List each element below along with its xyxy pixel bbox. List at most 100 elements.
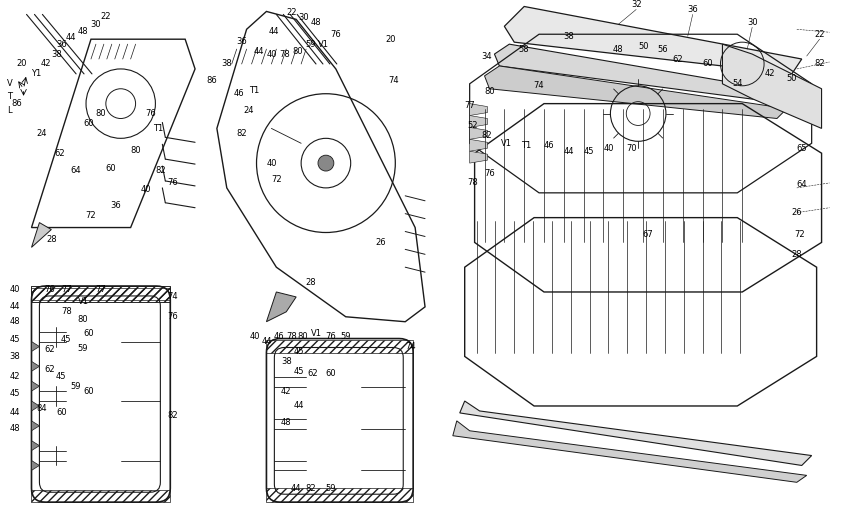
- Text: 26: 26: [791, 208, 802, 217]
- Bar: [266, 340, 413, 353]
- Text: 82: 82: [481, 131, 492, 140]
- Text: 76: 76: [146, 109, 156, 118]
- Text: 28: 28: [791, 250, 802, 259]
- Polygon shape: [460, 401, 812, 466]
- Text: 44: 44: [269, 27, 280, 36]
- Text: Y1: Y1: [31, 69, 41, 78]
- Polygon shape: [32, 341, 40, 351]
- Text: 80: 80: [293, 47, 303, 55]
- Bar: [266, 488, 413, 502]
- Polygon shape: [469, 127, 487, 139]
- Text: 44: 44: [9, 408, 20, 418]
- Text: 46: 46: [274, 332, 285, 341]
- Text: 48: 48: [613, 45, 623, 53]
- Text: 42: 42: [41, 60, 52, 68]
- Polygon shape: [505, 7, 802, 74]
- Text: 44: 44: [9, 303, 20, 311]
- Text: 60: 60: [106, 164, 116, 172]
- Text: 40: 40: [266, 50, 276, 59]
- Text: 70: 70: [626, 143, 636, 153]
- Polygon shape: [32, 381, 40, 391]
- Text: 72: 72: [271, 176, 282, 184]
- Polygon shape: [485, 66, 787, 119]
- Polygon shape: [469, 116, 487, 127]
- Text: 40: 40: [250, 332, 260, 341]
- Text: 40: 40: [266, 159, 276, 168]
- Text: 60: 60: [56, 408, 66, 418]
- Text: 45: 45: [9, 335, 20, 344]
- Text: 80: 80: [298, 332, 308, 341]
- Text: 30: 30: [299, 13, 309, 22]
- Text: 82: 82: [167, 411, 177, 421]
- Text: 44: 44: [253, 47, 263, 55]
- Text: 80: 80: [77, 315, 89, 324]
- Text: 82: 82: [815, 60, 825, 68]
- Text: 48: 48: [281, 419, 292, 427]
- Text: 82: 82: [306, 484, 316, 493]
- Text: 54: 54: [732, 79, 742, 88]
- Text: 38: 38: [563, 32, 574, 41]
- Text: 60: 60: [84, 119, 95, 128]
- Text: 20: 20: [16, 60, 27, 68]
- Text: 59: 59: [325, 484, 336, 493]
- Text: 20: 20: [385, 35, 395, 44]
- Text: T1: T1: [153, 124, 164, 133]
- Text: 80: 80: [96, 109, 106, 118]
- Text: 38: 38: [281, 357, 292, 366]
- Polygon shape: [453, 421, 807, 482]
- Text: 24: 24: [244, 106, 254, 115]
- Text: 86: 86: [207, 76, 217, 85]
- Text: 42: 42: [765, 69, 775, 78]
- Polygon shape: [32, 401, 40, 411]
- Text: 82: 82: [236, 129, 247, 138]
- Polygon shape: [32, 461, 40, 470]
- Text: 36: 36: [56, 40, 66, 49]
- Polygon shape: [494, 44, 796, 104]
- Text: 32: 32: [631, 0, 641, 9]
- Text: 45: 45: [584, 147, 594, 156]
- Text: 48: 48: [9, 317, 20, 326]
- Text: 60: 60: [703, 60, 713, 68]
- Polygon shape: [32, 223, 52, 248]
- Text: 74: 74: [167, 293, 177, 301]
- Text: 28: 28: [46, 235, 57, 244]
- Text: 62: 62: [44, 345, 54, 354]
- Text: 59: 59: [71, 382, 81, 391]
- Polygon shape: [32, 362, 40, 371]
- Text: 44: 44: [291, 484, 301, 493]
- Text: 45: 45: [61, 335, 71, 344]
- Text: V1: V1: [77, 297, 89, 306]
- Text: 36: 36: [110, 201, 121, 210]
- Text: 38: 38: [221, 60, 232, 68]
- Polygon shape: [469, 151, 487, 163]
- Text: 36: 36: [236, 37, 247, 46]
- Text: 22: 22: [286, 8, 296, 17]
- Text: 64: 64: [71, 166, 82, 175]
- Text: 48: 48: [9, 424, 20, 433]
- Text: 80: 80: [130, 146, 141, 155]
- Text: 76: 76: [325, 332, 337, 341]
- Text: 74: 74: [388, 76, 399, 85]
- Text: 46: 46: [543, 141, 554, 150]
- Text: 38: 38: [9, 352, 20, 361]
- Text: 30: 30: [90, 20, 102, 29]
- Text: 44: 44: [261, 337, 272, 346]
- Text: 60: 60: [325, 369, 336, 378]
- Text: 45: 45: [9, 388, 20, 398]
- Text: 45: 45: [56, 372, 66, 381]
- Text: 72: 72: [85, 211, 96, 220]
- Text: T: T: [7, 92, 12, 101]
- Bar: [32, 288, 170, 300]
- Text: 34: 34: [481, 52, 492, 61]
- Text: 40: 40: [604, 143, 614, 153]
- Text: 50: 50: [638, 41, 648, 51]
- Text: 42: 42: [9, 372, 20, 381]
- Polygon shape: [32, 441, 40, 451]
- Text: 67: 67: [642, 230, 653, 239]
- Text: 30: 30: [746, 18, 758, 27]
- Polygon shape: [722, 44, 821, 128]
- Text: 58: 58: [519, 45, 530, 53]
- Text: 45: 45: [294, 367, 305, 376]
- Polygon shape: [32, 421, 40, 431]
- Text: 86: 86: [11, 99, 22, 108]
